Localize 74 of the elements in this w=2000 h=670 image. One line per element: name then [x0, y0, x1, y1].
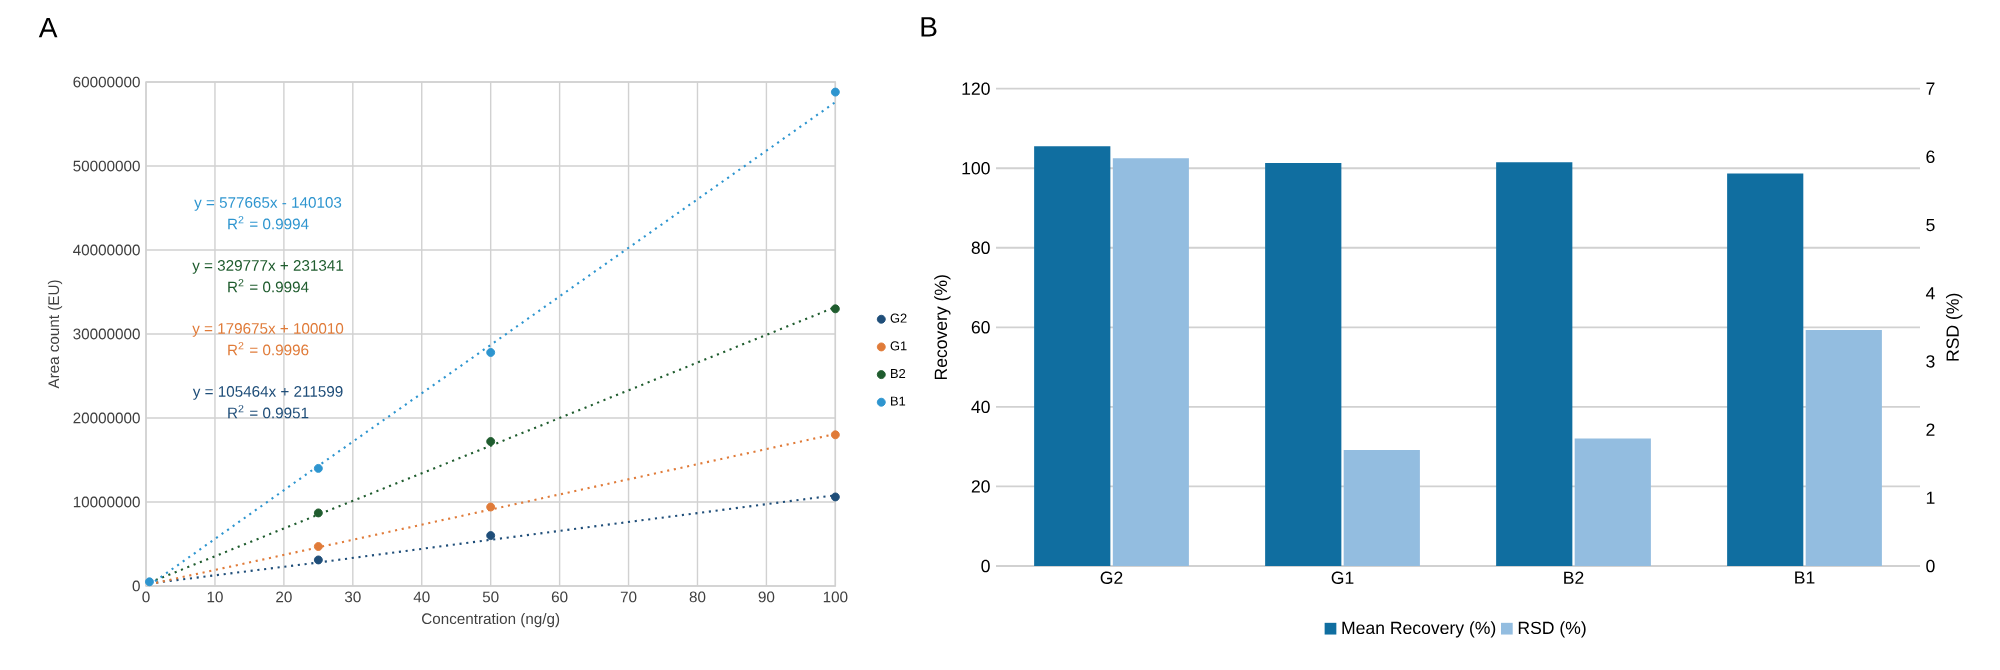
- point: [313, 542, 323, 551]
- y-tick-label: 40: [971, 400, 990, 414]
- y-tick-label: 60: [971, 321, 990, 334]
- y2-tick-label: 0: [1926, 559, 1935, 573]
- y2-tick-label: 2: [1926, 423, 1935, 436]
- x-axis-title: Concentration (ng/g): [422, 612, 560, 628]
- y-tick-label: 0: [132, 580, 140, 592]
- y-axis-title: Recovery (%): [934, 275, 951, 380]
- y2-tick-label: 3: [1926, 355, 1935, 368]
- y-tick-label: 120: [962, 82, 990, 95]
- annotation: y = 329777x + 231341: [192, 260, 344, 274]
- y2-tick-label: 7: [1926, 82, 1935, 95]
- annotation: R$^{2}$ = 0.9951: [228, 404, 309, 419]
- y2-tick-label: 5: [1926, 218, 1935, 232]
- x-tick-label: 100: [823, 591, 848, 603]
- x-tick-label: 20: [276, 591, 292, 603]
- y2-tick-label: 4: [1925, 287, 1935, 300]
- point: [486, 531, 496, 541]
- x-tick-label: 10: [207, 591, 223, 603]
- y-tick-label: 20000000: [73, 412, 140, 424]
- legend-label: Mean Recovery (%): [1342, 621, 1496, 638]
- legend-label: G1: [890, 341, 907, 351]
- annotation: R$^{2}$ = 0.9996: [228, 341, 309, 356]
- legend-label: G2: [890, 313, 907, 323]
- point: [830, 492, 840, 502]
- x-tick-label: 40: [413, 591, 430, 603]
- x-tick-label: G2: [1100, 571, 1123, 584]
- bar: [1574, 438, 1651, 566]
- x-tick-label: B1: [1795, 571, 1815, 584]
- y-tick-label: 10000000: [73, 496, 140, 508]
- y-tick-label: 100: [962, 161, 990, 175]
- x-tick-label: 70: [620, 591, 637, 603]
- legend-label: B2: [891, 368, 906, 378]
- annotation: y = 105464x + 211599: [192, 386, 343, 400]
- point: [486, 348, 496, 357]
- y-axis-title: Area count (EU): [47, 280, 63, 389]
- x-tick-label: 80: [689, 591, 706, 603]
- point: [313, 463, 323, 473]
- y-tick-label: 80: [971, 241, 990, 254]
- bar: [1496, 162, 1573, 566]
- x-tick-label: 30: [344, 591, 361, 603]
- point: [830, 87, 840, 97]
- bar: [1265, 163, 1342, 566]
- y-tick-label: 0: [981, 559, 990, 573]
- y-tick-label: 60000000: [73, 76, 140, 88]
- annotation: y = 577665x - 140103: [194, 197, 342, 211]
- bar: [1343, 450, 1420, 566]
- x-tick-label: 60: [551, 591, 568, 603]
- annotation: R$^{2}$ = 0.9994: [228, 215, 309, 230]
- point: [313, 508, 323, 518]
- x-tick-label: 90: [758, 591, 775, 603]
- point: [830, 430, 840, 440]
- x-tick-label: G1: [1331, 571, 1354, 584]
- y-tick-label: 20: [971, 480, 990, 493]
- point: [830, 304, 840, 314]
- point: [486, 502, 496, 512]
- x-tick-label: B2: [1564, 571, 1584, 584]
- point: [145, 577, 154, 587]
- point: [486, 437, 496, 446]
- chart-title: B: [921, 17, 937, 37]
- x-tick-label: 0: [142, 591, 150, 603]
- legend-label: B1: [891, 396, 906, 406]
- annotation: R$^{2}$ = 0.9994: [228, 278, 309, 293]
- y2-axis-title: RSD (%): [1945, 293, 1963, 361]
- y-tick-label: 40000000: [73, 244, 140, 256]
- annotation: y = 179675x + 100010: [192, 323, 344, 337]
- y2-tick-label: 6: [1926, 150, 1935, 164]
- legend-label: RSD (%): [1518, 621, 1586, 638]
- y-tick-label: 30000000: [73, 328, 140, 340]
- y2-tick-label: 1: [1926, 491, 1935, 504]
- y-tick-label: 50000000: [73, 160, 140, 172]
- point: [313, 555, 323, 565]
- chart-title: A: [38, 17, 58, 38]
- x-tick-label: 50: [482, 591, 499, 603]
